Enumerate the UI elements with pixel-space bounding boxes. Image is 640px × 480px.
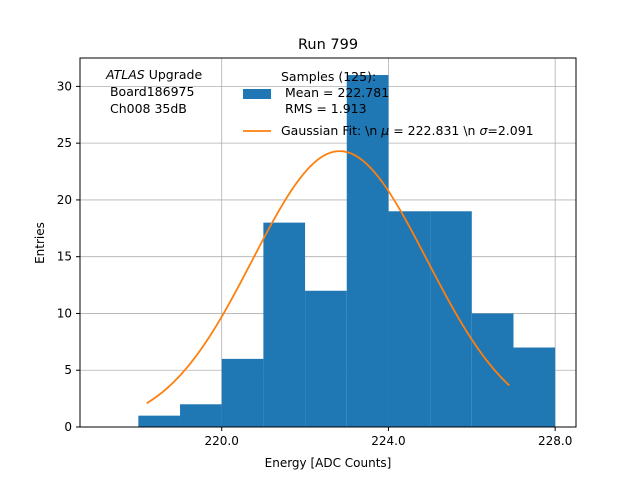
gaussian-fit-curve (146, 150, 510, 405)
chart-title: Run 799 (298, 37, 358, 53)
legend-samples-swatch (243, 89, 271, 99)
x-tick-label: 220.0 (205, 434, 239, 448)
legend-samples-mean: Mean = 222.781 (281, 85, 389, 100)
x-tick-label: 228.0 (538, 434, 572, 448)
histogram-bars (138, 75, 556, 428)
atlas-annotation: ATLAS Upgrade Board186975 Ch008 35dB (105, 67, 202, 116)
histogram-bar (180, 404, 222, 427)
legend-fit-sigma-symbol: σ (479, 123, 488, 138)
legend-fit-mu-symbol: μ (380, 123, 389, 138)
annotation-line-1: ATLAS Upgrade (105, 67, 202, 82)
histogram-bar (138, 415, 181, 427)
legend-fit-prefix: Gaussian Fit: \n (281, 123, 381, 138)
legend-fit-label: Gaussian Fit: \n μ = 222.831 \n σ=2.091 (281, 123, 534, 138)
histogram-bar (305, 290, 347, 427)
annotation-channel: Ch008 35dB (106, 101, 187, 116)
legend-samples-title: Samples (125): (281, 69, 376, 84)
axis-ticks: 220.0 224.0 228.0 0 5 10 15 20 25 30 (57, 79, 573, 448)
legend-fit-mid: = 222.831 \n (389, 123, 479, 138)
legend-fit-suffix: =2.091 (487, 123, 533, 138)
annotation-atlas: ATLAS (105, 67, 145, 82)
x-axis-label: Energy [ADC Counts] (265, 456, 392, 470)
y-tick-label: 25 (57, 136, 72, 150)
histogram-bar (346, 75, 389, 428)
legend: Samples (125): Mean = 222.781 RMS = 1.91… (243, 69, 534, 138)
y-tick-label: 15 (57, 250, 72, 264)
histogram-bar (471, 313, 514, 427)
annotation-upgrade: Upgrade (145, 67, 203, 82)
legend-samples-rms: RMS = 1.913 (281, 101, 367, 116)
histogram-bar (263, 222, 306, 427)
y-tick-label: 5 (64, 363, 72, 377)
y-tick-label: 30 (57, 79, 72, 93)
y-axis-label: Entries (33, 222, 47, 264)
y-tick-label: 0 (64, 420, 72, 434)
axes-frame (79, 57, 577, 428)
histogram-bar (388, 211, 431, 427)
gaussian-fit-layer (146, 150, 510, 405)
annotation-board: Board186975 (106, 84, 194, 99)
histogram-bar (513, 347, 556, 427)
y-tick-label: 20 (57, 193, 72, 207)
histogram-bar (430, 211, 472, 427)
x-tick-label: 224.0 (371, 434, 405, 448)
y-tick-label: 10 (57, 306, 72, 320)
histogram-bar (221, 358, 264, 427)
